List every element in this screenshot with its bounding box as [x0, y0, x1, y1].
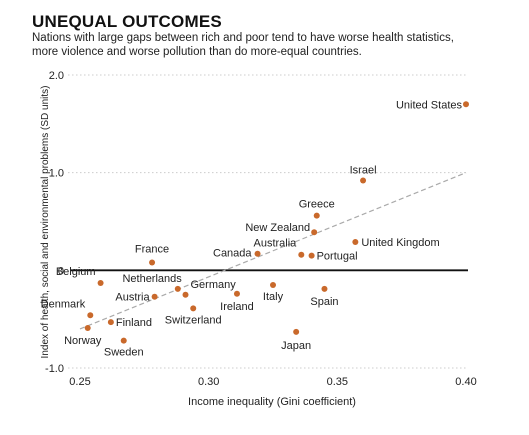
point-label: United Kingdom	[361, 237, 439, 249]
data-point	[321, 285, 328, 292]
chart-title: UNEQUAL OUTCOMES	[32, 12, 222, 31]
data-point	[97, 280, 104, 287]
data-point	[293, 328, 300, 335]
data-point	[151, 293, 158, 300]
data-point	[352, 239, 359, 246]
point-label: Finland	[116, 317, 152, 329]
data-point	[182, 291, 189, 298]
point-label: Netherlands	[122, 273, 182, 285]
data-point	[107, 319, 114, 326]
point-label: Canada	[213, 248, 252, 260]
data-point	[190, 305, 197, 312]
data-point	[360, 177, 367, 184]
point-label: Sweden	[104, 347, 144, 359]
point-label: New Zealand	[245, 222, 310, 234]
data-point	[311, 229, 318, 236]
point-label: Austria	[115, 292, 150, 304]
point-label: Spain	[310, 296, 338, 308]
x-axis-label: Income inequality (Gini coefficient)	[188, 396, 356, 408]
point-label: Italy	[263, 291, 284, 303]
point-label: Germany	[191, 279, 237, 291]
x-tick-label: 0.30	[198, 376, 219, 388]
point-label: Israel	[350, 164, 377, 176]
data-point	[149, 259, 156, 266]
point-label: Portugal	[317, 251, 358, 263]
data-point	[308, 252, 315, 259]
point-label: Ireland	[220, 301, 254, 313]
data-point	[298, 251, 305, 258]
data-point	[174, 285, 181, 292]
trend-line	[79, 172, 467, 330]
label-layer: United States Israel Greece New Zealand Unit…	[41, 99, 463, 358]
y-tick-label: 0	[58, 265, 64, 277]
point-label: Denmark	[41, 298, 86, 310]
y-axis-label: Index of health, social and environmenta…	[40, 86, 51, 359]
data-point	[120, 337, 127, 344]
x-tick-label: 0.25	[69, 376, 90, 388]
point-label: Greece	[299, 199, 335, 211]
y-tick-label: 1.0	[49, 168, 64, 180]
x-tick-label: 0.35	[327, 376, 348, 388]
point-label: Switzerland	[165, 314, 222, 326]
data-point	[270, 281, 276, 288]
point-label: Australia	[254, 238, 298, 250]
point-label: Norway	[64, 335, 102, 347]
point-label: Belgium	[56, 266, 96, 278]
y-tick-label: -1.0	[45, 363, 64, 375]
point-layer	[84, 101, 469, 344]
point-label: United States	[396, 99, 463, 111]
trend-layer	[79, 172, 467, 330]
data-point	[313, 212, 320, 219]
point-label: Japan	[281, 340, 311, 352]
y-tick-label: 2.0	[49, 70, 64, 82]
x-tick-label: 0.40	[455, 376, 476, 388]
axis-layer: Income inequality (Gini coefficient) Ind…	[40, 70, 477, 408]
data-point	[84, 324, 91, 331]
data-point	[254, 250, 261, 257]
point-label: France	[135, 244, 169, 256]
grid-layer	[68, 74, 468, 369]
chart-subtitle: Nations with large gaps between rich and…	[32, 32, 454, 58]
data-point	[87, 312, 94, 319]
data-point	[233, 290, 240, 297]
data-point	[463, 101, 469, 108]
